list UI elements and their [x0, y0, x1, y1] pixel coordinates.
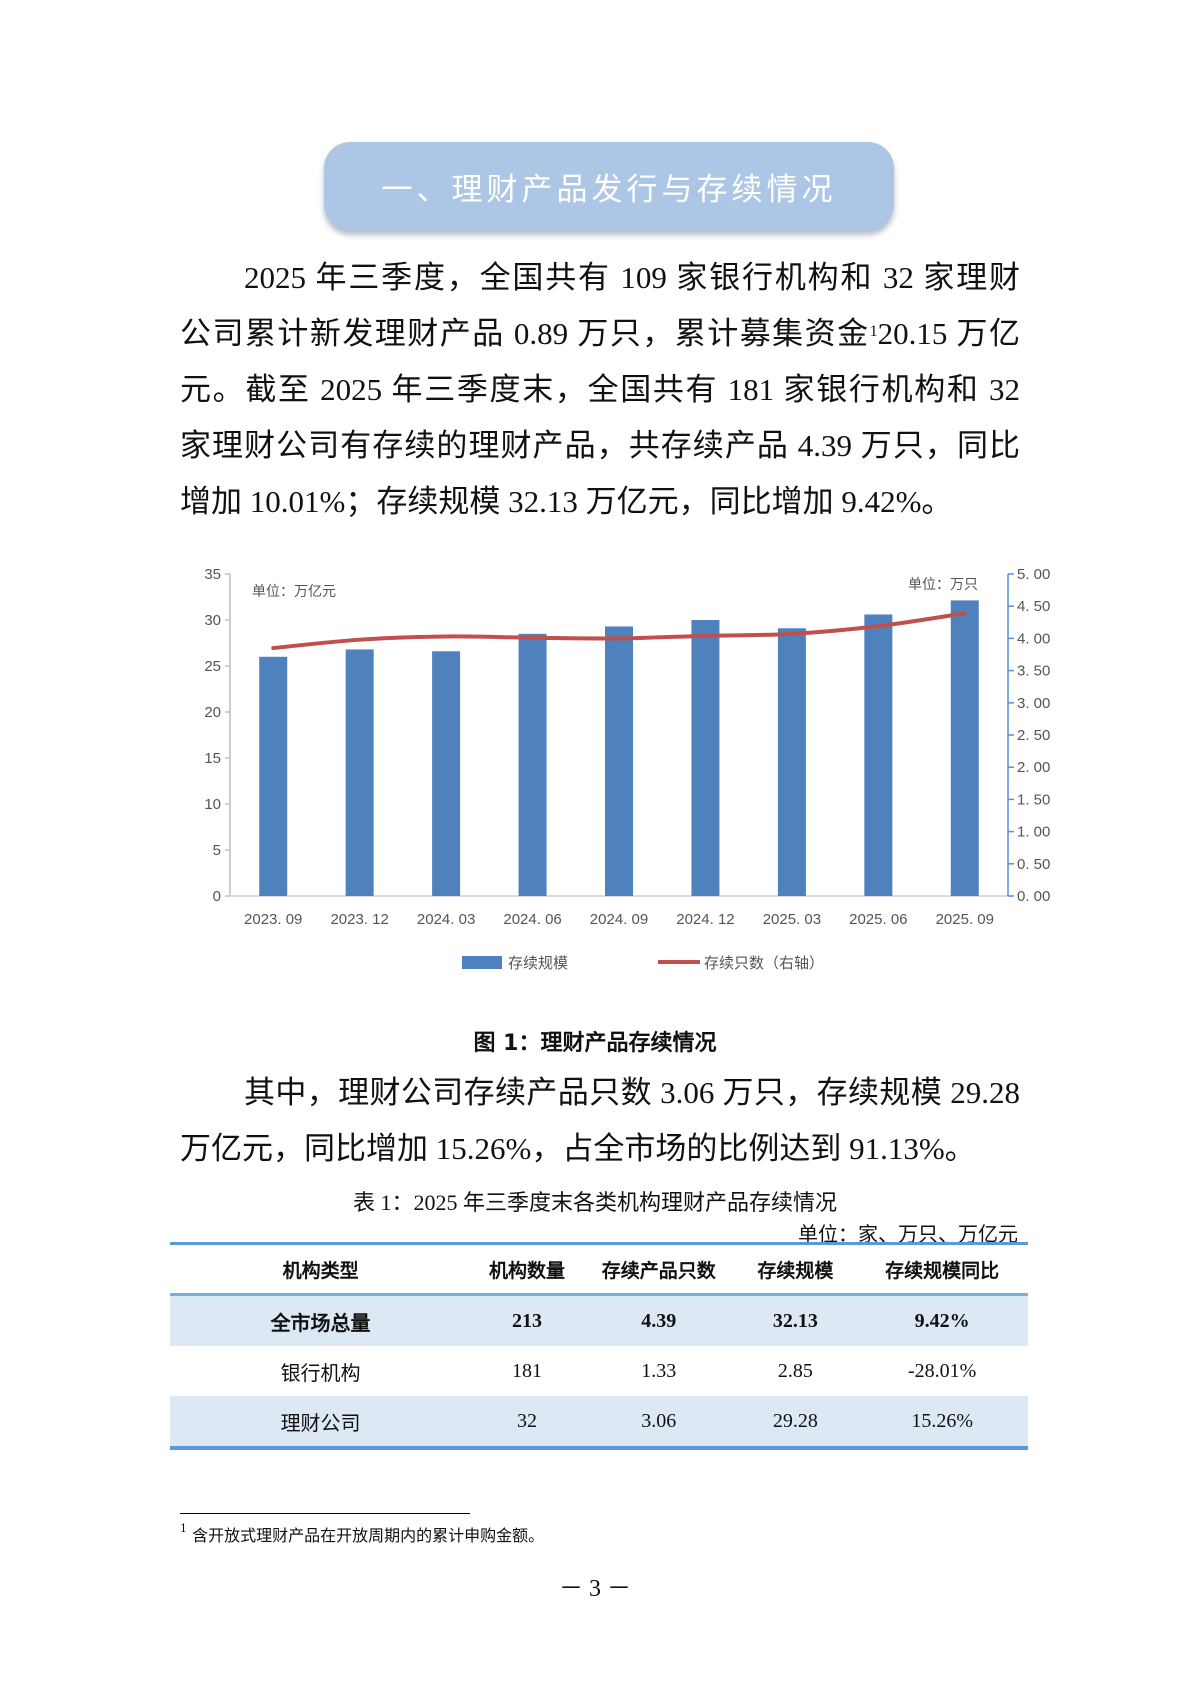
table-row: 理财公司 32 3.06 29.28 15.26% — [170, 1396, 1028, 1450]
paragraph-wealth-company: 其中，理财公司存续产品只数 3.06 万只，存续规模 29.28 万亿元，同比增… — [180, 1065, 1020, 1177]
right-tick-label: 0. 00 — [1017, 888, 1050, 905]
cell: 9.42% — [856, 1294, 1028, 1346]
cell: -28.01% — [907, 1359, 977, 1382]
cell: 3.06 — [582, 1396, 735, 1450]
combo-bar-line-chart: 0 5 10 15 20 25 30 35 0. 00 0. 50 1. 00 1. 50 2. 00 2… — [204, 566, 1050, 972]
page-number: － 3 － — [559, 1576, 631, 1602]
x-tick-label: 2024. 06 — [503, 911, 561, 928]
header-institution-count: 机构数量 — [471, 1242, 583, 1296]
bar — [432, 651, 461, 896]
left-tick-label: 5 — [213, 842, 221, 859]
bar — [605, 626, 633, 896]
count-line — [271, 611, 967, 651]
paragraph-line: 其中，理财公司存续产品只数 3.06 万只，存续规模 29.28 — [244, 1075, 1020, 1110]
x-tick-label: 2024. 09 — [590, 911, 648, 928]
x-tick-label: 2025. 06 — [849, 911, 907, 928]
table-row: 银行机构 181 1.33 2.85 -28.01% — [170, 1346, 1028, 1396]
bar — [259, 656, 288, 896]
footnote-ref[interactable]: 1 — [869, 323, 878, 340]
table-caption: 表 1：2025 年三季度末各类机构理财产品存续情况 — [352, 1190, 837, 1215]
bar — [864, 614, 893, 896]
bar — [950, 600, 979, 896]
cell: 181 — [512, 1359, 543, 1382]
cell: 2.85 — [777, 1359, 813, 1382]
cell: 银行机构 — [280, 1362, 361, 1385]
paragraph-line: 家理财公司有存续的理财产品，共存续产品 4.39 万只，同比 — [180, 428, 1020, 463]
left-axis-unit: 单位：万亿元 — [252, 584, 336, 600]
right-tick-label: 0. 50 — [1017, 856, 1050, 873]
paragraph-line: 万亿元，同比增加 15.26%，占全市场的比例达到 91.13%。 — [180, 1131, 976, 1166]
figure-caption: 图 1：理财产品存续情况 — [473, 1031, 717, 1056]
section-title: 一、理财产品发行与存续情况 — [381, 171, 837, 208]
bar — [345, 649, 374, 896]
cell: 4.39 — [582, 1294, 735, 1346]
header-institution-type: 机构类型 — [170, 1242, 472, 1296]
section-title-banner: 一、理财产品发行与存续情况 — [324, 142, 894, 230]
cell: 全市场总量 — [170, 1294, 472, 1346]
left-tick-label: 30 — [204, 612, 221, 629]
footnote: 1 含开放式理财产品在开放周期内的累计申购金额。 — [180, 1522, 544, 1546]
right-tick-label: 4. 50 — [1017, 598, 1050, 615]
left-tick-label: 20 — [204, 704, 221, 721]
header-scale: 存续规模 — [734, 1242, 857, 1296]
left-tick-label: 0 — [213, 888, 221, 905]
right-tick-label: 3. 50 — [1017, 663, 1050, 680]
cell: 1.33 — [641, 1359, 677, 1382]
cell: 29.28 — [734, 1396, 857, 1450]
cell: 32.13 — [734, 1294, 857, 1346]
legend-line-label: 存续只数（右轴） — [704, 954, 824, 972]
cell: 213 — [471, 1294, 583, 1346]
right-tick-label: 1. 50 — [1017, 791, 1050, 808]
table-row: 全市场总量 213 4.39 32.13 9.42% — [170, 1294, 1028, 1346]
left-tick-label: 10 — [204, 796, 221, 813]
right-tick-label: 1. 00 — [1017, 824, 1050, 841]
paragraph-line: 增加 10.01%；存续规模 32.13 万亿元，同比增加 9.42%。 — [180, 484, 953, 519]
x-tick-label: 2024. 03 — [417, 911, 475, 928]
right-tick-label: 2. 00 — [1017, 759, 1050, 776]
x-tick-label: 2025. 09 — [936, 911, 994, 928]
table-header-row: 机构类型 机构数量 存续产品只数 存续规模 存续规模同比 — [170, 1242, 1028, 1296]
cell: 32 — [471, 1396, 583, 1450]
right-tick-label: 2. 50 — [1017, 727, 1050, 744]
left-tick-label: 25 — [204, 658, 221, 675]
footnote-text: 含开放式理财产品在开放周期内的累计申购金额。 — [192, 1526, 545, 1545]
table-unit: 单位：家、万只、万亿元 — [798, 1224, 1018, 1246]
legend-bar-swatch — [462, 956, 502, 969]
x-tick-label: 2024. 12 — [676, 911, 734, 928]
paragraph-line: 元。截至 2025 年三季度末，全国共有 181 家银行机构和 32 — [180, 372, 1020, 407]
cell: 理财公司 — [170, 1396, 472, 1450]
paragraph-line: 2025 年三季度，全国共有 109 家银行机构和 32 家理财 — [244, 260, 1020, 295]
stock-chart: 0 5 10 15 20 25 30 35 0. 00 0. 50 1. 00 1. 50 2. 00 2… — [190, 560, 1090, 980]
right-axis-unit: 单位：万只 — [908, 577, 978, 593]
cell: 15.26% — [856, 1396, 1028, 1450]
right-tick-label: 3. 00 — [1017, 695, 1050, 712]
left-tick-label: 35 — [204, 566, 221, 583]
legend-bar-label: 存续规模 — [508, 954, 568, 972]
footnote-mark: 1 — [180, 1522, 187, 1535]
left-tick-label: 15 — [204, 750, 221, 767]
x-tick-label: 2023. 09 — [244, 911, 302, 928]
bar — [777, 628, 806, 896]
x-tick-label: 2023. 12 — [330, 911, 388, 928]
paragraph-issuance: 2025 年三季度，全国共有 109 家银行机构和 32 家理财 公司累计新发理… — [180, 250, 1020, 530]
bar — [518, 633, 547, 896]
institution-table: 机构类型 机构数量 存续产品只数 存续规模 存续规模同比 全市场总量 213 4… — [170, 1242, 1028, 1450]
bar — [691, 620, 720, 896]
header-product-count: 存续产品只数 — [582, 1242, 735, 1296]
header-scale-yoy: 存续规模同比 — [856, 1242, 1028, 1296]
footnote-divider — [180, 1513, 470, 1514]
paragraph-line: 公司累计新发理财产品 0.89 万只，累计募集资金120.15 万亿 — [180, 316, 1021, 351]
right-tick-label: 5. 00 — [1017, 566, 1050, 583]
right-tick-label: 4. 00 — [1017, 630, 1050, 647]
x-tick-label: 2025. 03 — [763, 911, 821, 928]
